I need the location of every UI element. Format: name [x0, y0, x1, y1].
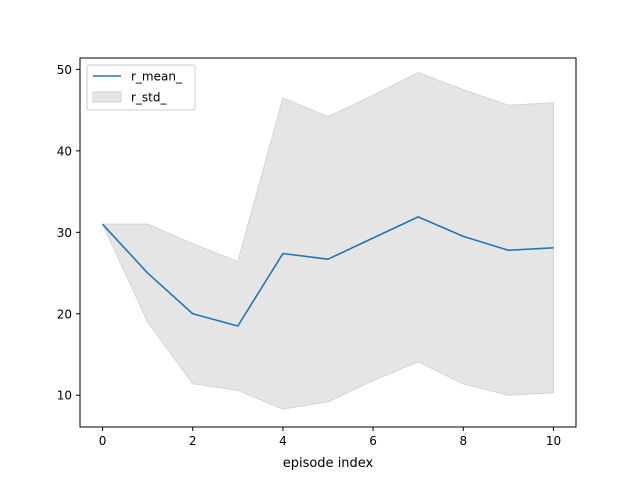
- x-tick-label: 0: [99, 434, 107, 448]
- legend-label-r-std: r_std_: [131, 91, 168, 105]
- y-tick-label: 30: [57, 226, 72, 240]
- x-tick-label: 4: [279, 434, 287, 448]
- y-tick-label: 10: [57, 389, 72, 403]
- std-band-layer: [103, 73, 554, 409]
- y-axis-ticks: 10 20 30 40 50: [57, 63, 80, 403]
- y-tick-label: 20: [57, 307, 72, 321]
- chart-legend: r_mean_ r_std_: [87, 65, 195, 110]
- x-axis-label: episode index: [283, 456, 374, 471]
- legend-band-swatch: [93, 92, 121, 102]
- x-tick-label: 8: [459, 434, 467, 448]
- x-axis-ticks: 0 2 4 6 8 10: [99, 427, 561, 448]
- x-tick-label: 10: [546, 434, 561, 448]
- r-std-band: [103, 73, 554, 409]
- x-tick-label: 6: [369, 434, 377, 448]
- x-tick-label: 2: [189, 434, 197, 448]
- y-tick-label: 50: [57, 63, 72, 77]
- legend-label-r-mean: r_mean_: [131, 70, 183, 84]
- y-tick-label: 40: [57, 144, 72, 158]
